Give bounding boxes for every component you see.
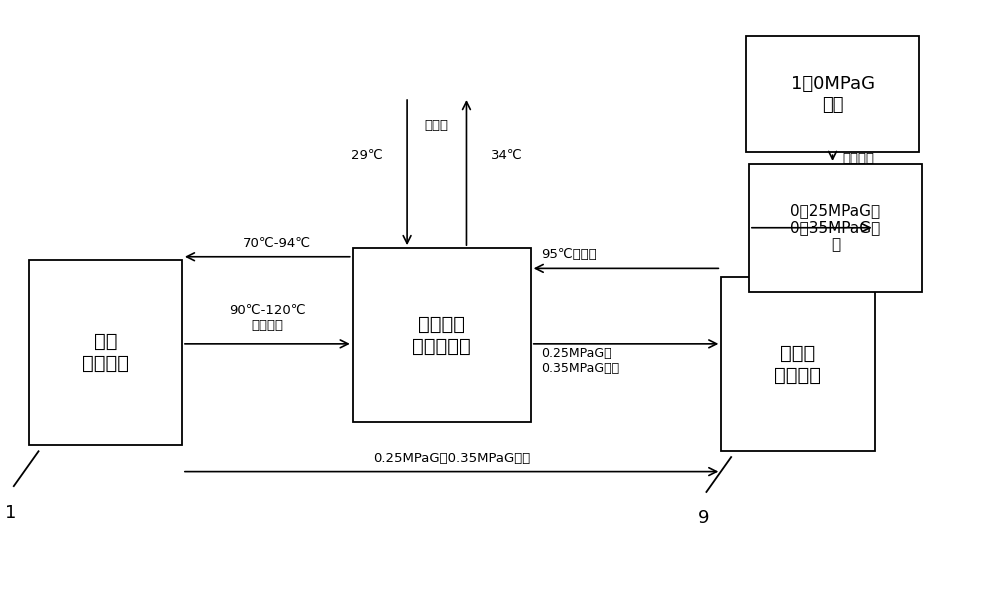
Text: 余热回收
制蒸汽系统: 余热回收 制蒸汽系统: [412, 315, 471, 356]
Text: 70℃-94℃: 70℃-94℃: [243, 237, 311, 250]
Bar: [721, 277, 875, 451]
Text: 乙苯
生产装置: 乙苯 生产装置: [82, 332, 129, 373]
Text: 0.25MPaG或
0.35MPaG蒸汽: 0.25MPaG或 0.35MPaG蒸汽: [541, 347, 619, 375]
Text: 苯乙烯
生产装置: 苯乙烯 生产装置: [774, 343, 821, 385]
Bar: [29, 260, 182, 445]
Text: 9: 9: [698, 509, 709, 527]
Text: 减温减压: 减温减压: [842, 151, 874, 164]
Text: 34℃: 34℃: [491, 148, 523, 161]
Text: 90℃-120℃
中温热水: 90℃-120℃ 中温热水: [229, 305, 306, 332]
Text: 1: 1: [5, 504, 17, 521]
Text: 循环水: 循环水: [425, 119, 449, 132]
Bar: [749, 164, 922, 292]
Text: 95℃除盐水: 95℃除盐水: [541, 249, 596, 262]
Text: 0．25MPaG或
0．35MPaG蒸
汽: 0．25MPaG或 0．35MPaG蒸 汽: [790, 203, 881, 253]
Bar: [353, 248, 531, 422]
Text: 1．0MPaG
蒸汽: 1．0MPaG 蒸汽: [791, 75, 875, 114]
Text: 0.25MPaG或0.35MPaG蒸汽: 0.25MPaG或0.35MPaG蒸汽: [373, 452, 530, 465]
Text: 29℃: 29℃: [351, 148, 382, 161]
Bar: [746, 36, 919, 152]
